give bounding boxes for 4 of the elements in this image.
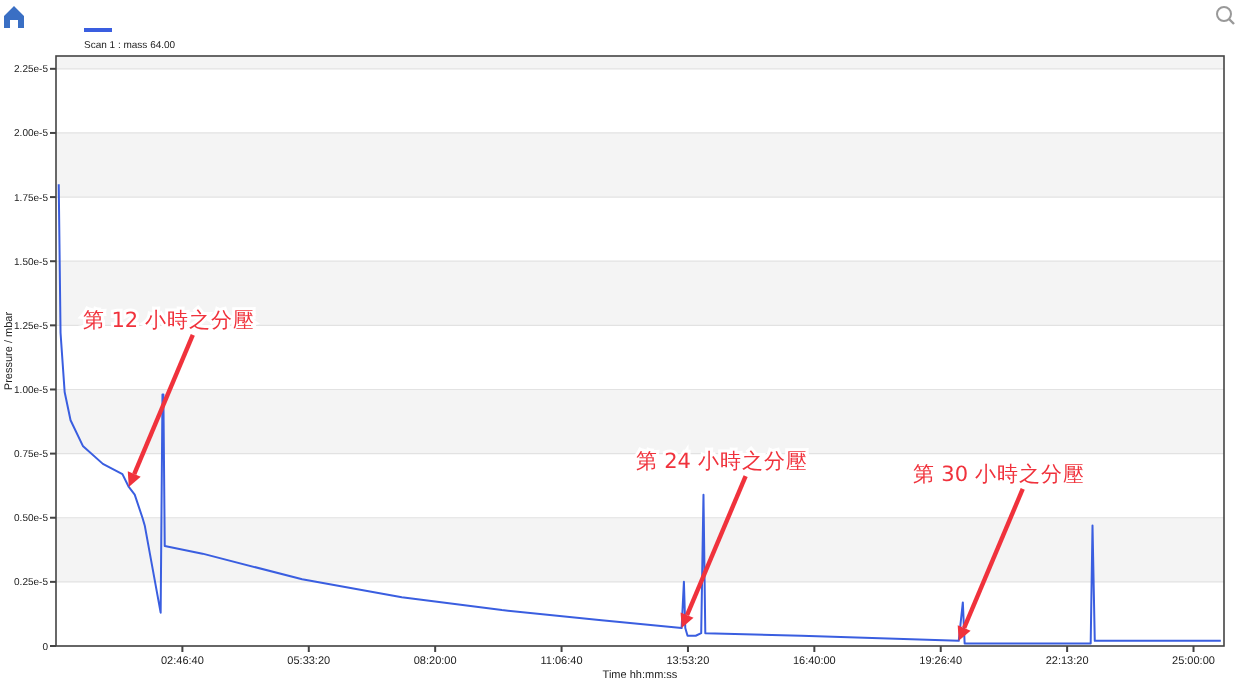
line-series bbox=[57, 183, 1222, 645]
annotation: 第 24 小時之分壓 bbox=[635, 448, 808, 475]
annotation: 第 12 小時之分壓 bbox=[82, 306, 255, 333]
annotation: 第 30 小時之分壓 bbox=[912, 460, 1085, 487]
